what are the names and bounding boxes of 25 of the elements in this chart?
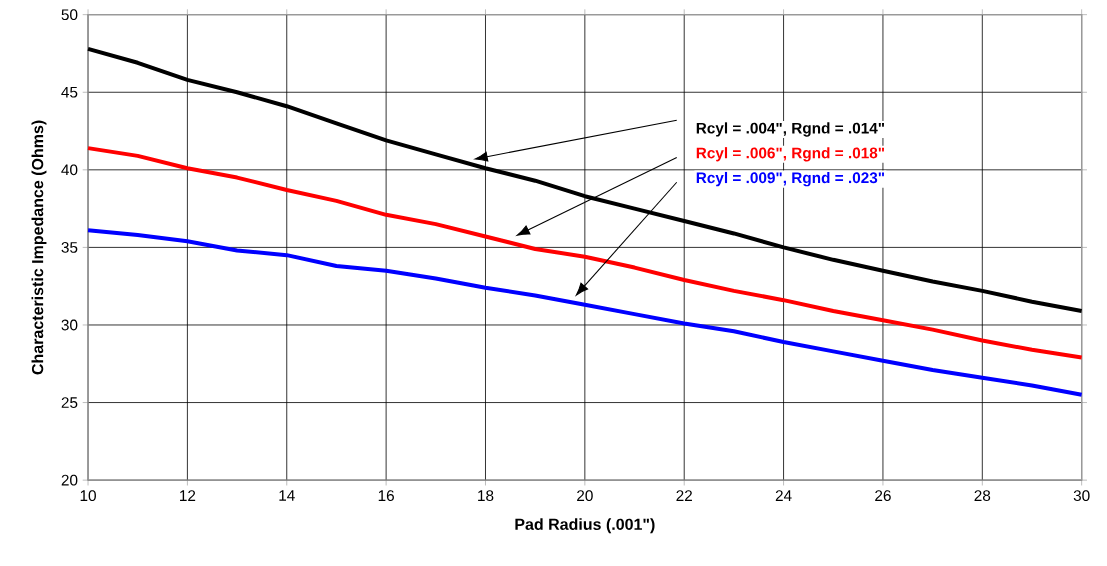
y-tick-label: 50 bbox=[61, 9, 78, 21]
x-tick-label: 26 bbox=[875, 490, 891, 502]
text: Rcyl = .006", Rgnd = .018" bbox=[696, 147, 885, 162]
x-tick-label: 22 bbox=[676, 490, 692, 502]
x-tick-label: 18 bbox=[478, 490, 494, 502]
x-tick-label: 10 bbox=[80, 490, 96, 502]
text: Rcyl = .004", Rgnd = .014" bbox=[696, 122, 885, 137]
x-tick-label: 16 bbox=[378, 490, 394, 502]
line-series bbox=[86, 146, 1084, 360]
text: Rcyl = .009", Rgnd = .023" bbox=[696, 172, 885, 187]
x-tick-label: 12 bbox=[180, 490, 196, 502]
line-series bbox=[86, 228, 1084, 398]
y-tick-label: 20 bbox=[61, 474, 78, 486]
y-tick-label: 30 bbox=[61, 319, 78, 331]
x-tick-label: 30 bbox=[1073, 490, 1090, 502]
y-tick-label: 35 bbox=[61, 242, 78, 254]
x-tick-label: 24 bbox=[775, 490, 792, 502]
y-axis-title: Characteristic Impedance (Ohms) bbox=[31, 120, 47, 375]
x-tick-label: 28 bbox=[974, 490, 991, 502]
x-axis-title: Pad Radius (.001") bbox=[515, 518, 655, 534]
y-tick-label: 45 bbox=[61, 87, 78, 98]
x-tick-label: 20 bbox=[577, 490, 593, 502]
y-tick-label: 25 bbox=[61, 397, 78, 409]
x-tick-label: 14 bbox=[279, 490, 295, 501]
y-tick-label: 40 bbox=[61, 164, 78, 176]
